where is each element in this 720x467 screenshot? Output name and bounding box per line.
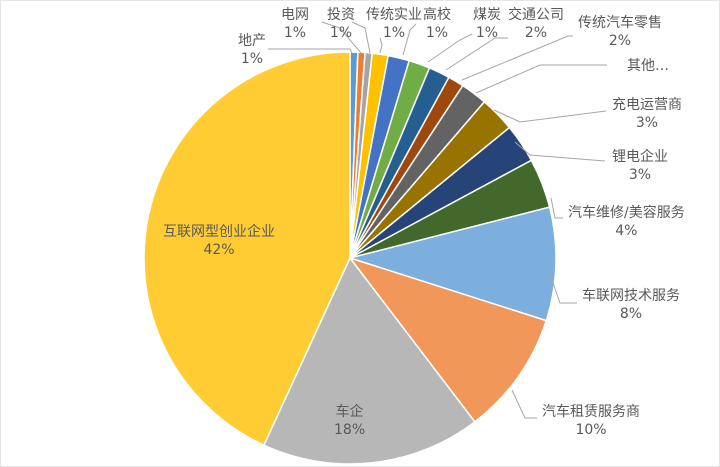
label-chuantong-shiye: 传统实业 1% — [366, 7, 422, 41]
pie-slice — [347, 256, 548, 423]
label-qita: 其他… — [627, 58, 669, 74]
leader-line — [268, 48, 353, 54]
label-cheqi: 车企 18% — [334, 404, 366, 438]
label-qiche-weixiu: 汽车维修/美容服务 4% — [568, 205, 685, 239]
leader-line — [402, 23, 417, 56]
leader-line — [445, 37, 508, 71]
leader-line — [514, 141, 606, 162]
label-chongdian-yunyingshang: 充电运营商 3% — [612, 97, 682, 131]
leader-line — [321, 21, 362, 54]
leader-line — [549, 273, 577, 304]
pie-slice — [262, 256, 476, 465]
label-qiche-zulin: 汽车租赁服务商 10% — [542, 404, 640, 438]
label-dianwang: 电网 1% — [281, 7, 309, 41]
pie-slice — [143, 51, 351, 447]
leader-line — [475, 64, 607, 94]
label-touzi: 投资 1% — [327, 7, 355, 41]
label-jiaotong-gongsi: 交通公司 2% — [508, 7, 564, 41]
label-chuantong-qiche-lingshou: 传统汽车零售 2% — [578, 15, 662, 49]
pie-slices — [143, 51, 557, 465]
leader-line — [550, 197, 563, 219]
label-meitan: 煤炭 1% — [473, 7, 501, 41]
leader-line — [493, 109, 607, 123]
leader-line — [511, 389, 537, 419]
label-hulianwang-chuangye: 互联网型创业企业 42% — [163, 224, 275, 258]
leader-line — [379, 37, 383, 54]
label-dichan: 地产 1% — [238, 33, 266, 67]
leader-line — [351, 21, 371, 54]
label-lidian-qiye: 锂电企业 3% — [612, 149, 668, 183]
pie-slice — [347, 206, 557, 322]
leader-line — [427, 33, 473, 63]
leader-lines — [268, 21, 607, 419]
label-chelianwang: 车联网技术服务 8% — [582, 288, 680, 322]
label-gaoxiao: 高校 1% — [423, 7, 451, 41]
leader-line — [461, 35, 573, 81]
